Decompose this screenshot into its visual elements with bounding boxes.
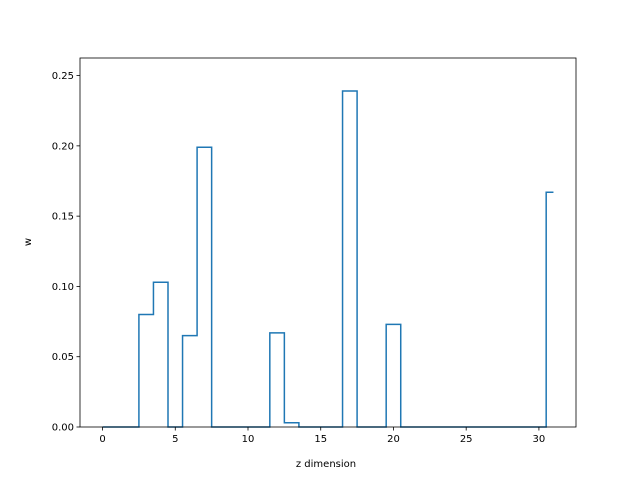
x-tick-label-4: 20 xyxy=(387,434,400,445)
x-tick-label-6: 30 xyxy=(533,434,546,445)
y-axis-label: w xyxy=(23,238,34,246)
x-tick-label-1: 5 xyxy=(172,434,178,445)
y-tick-label-2: 0.10 xyxy=(52,282,74,293)
x-tick-label-2: 10 xyxy=(242,434,255,445)
x-tick-label-5: 25 xyxy=(460,434,473,445)
x-tick-label-3: 15 xyxy=(314,434,327,445)
y-tick-label-3: 0.15 xyxy=(52,212,74,223)
y-tick-label-4: 0.20 xyxy=(52,141,74,152)
axes: 0 5 10 15 20 25 30 0.00 0.05 0.10 0.15 0.20 0.25 xyxy=(52,57,577,445)
y-tick-label-1: 0.05 xyxy=(52,352,74,363)
axes-frame xyxy=(79,57,577,428)
x-tick-label-0: 0 xyxy=(99,434,105,445)
y-tick-label-0: 0.00 xyxy=(52,423,74,434)
x-axis-label: z dimension xyxy=(296,459,356,470)
y-tick-label-5: 0.25 xyxy=(52,71,74,82)
